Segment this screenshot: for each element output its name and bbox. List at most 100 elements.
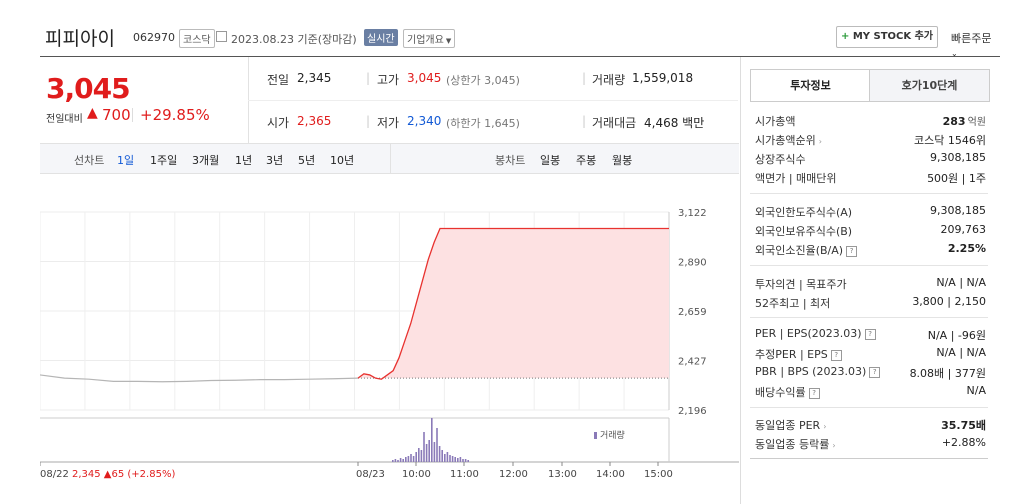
summary-divider-h bbox=[248, 100, 738, 101]
volume-bar bbox=[436, 428, 438, 462]
period-tab-daily[interactable]: 일봉 bbox=[540, 154, 561, 167]
volume-bar bbox=[444, 454, 446, 462]
period-tab-5y[interactable]: 5년 bbox=[298, 154, 316, 167]
current-price: 3,045 bbox=[46, 72, 131, 105]
chevron-down-icon: ⌄ bbox=[951, 49, 958, 58]
x-tick-label: 15:00 bbox=[644, 469, 673, 480]
foreign-limit-row: 외국인한도주식수(A) 9,308,185 bbox=[755, 204, 986, 219]
help-icon[interactable]: ? bbox=[808, 387, 820, 399]
volume-bar bbox=[415, 452, 417, 462]
pbr-bps-row: PBR | BPS (2023.03)? 8.08배 | 377원 bbox=[755, 365, 986, 380]
volume-bar bbox=[405, 457, 407, 462]
amount-divider: | bbox=[582, 114, 587, 128]
low-value: 2,340 bbox=[407, 114, 442, 128]
open-label: 시가 bbox=[267, 116, 290, 130]
volume-bar bbox=[425, 444, 428, 462]
help-icon[interactable]: ? bbox=[846, 245, 858, 257]
stock-name: 피피아이 bbox=[45, 28, 115, 50]
volume-legend-label: 거래량 bbox=[600, 429, 625, 441]
section-divider bbox=[750, 193, 988, 194]
change-divider bbox=[132, 108, 133, 122]
y-tick-label: 2,890 bbox=[678, 258, 707, 269]
volume-bar bbox=[457, 458, 459, 462]
open-value: 2,365 bbox=[297, 114, 332, 128]
low-limit: (하한가 1,645) bbox=[446, 117, 520, 130]
volume-bar bbox=[462, 459, 464, 462]
period-tab-1d[interactable]: 1일 bbox=[117, 154, 135, 167]
help-icon[interactable]: ? bbox=[830, 349, 842, 361]
page-header: 피피아이 062970 코스닥 2023.08.23 기준(장마감) 실시간 기… bbox=[40, 22, 1000, 58]
chevron-right-icon: › bbox=[823, 422, 827, 431]
sector-change-row[interactable]: 동일업종 등락률 › +2.88% bbox=[755, 436, 986, 451]
market-cap-value: 283 bbox=[942, 115, 966, 128]
chevron-down-icon: ▼ bbox=[445, 37, 452, 45]
volume-divider: | bbox=[582, 71, 587, 85]
opinion-row: 투자의견 | 목표주가 N/A | N/A bbox=[755, 276, 986, 291]
period-tab-monthly[interactable]: 월봉 bbox=[612, 154, 633, 167]
period-tab-1y[interactable]: 1년 bbox=[235, 154, 253, 167]
tab-invest-info[interactable]: 투자정보 bbox=[750, 69, 871, 101]
x-tick-label: 10:00 bbox=[402, 469, 431, 480]
change-amount: 700 bbox=[102, 106, 131, 124]
candle-chart-label: 봉차트 bbox=[495, 154, 526, 167]
volume-bar bbox=[454, 457, 456, 462]
help-icon[interactable]: ? bbox=[869, 366, 881, 378]
volume-bar bbox=[412, 456, 415, 462]
per-eps-row: PER | EPS(2023.03)? N/A | -96원 bbox=[755, 327, 986, 342]
volume-bar bbox=[399, 458, 402, 462]
foreign-ratio-row: 외국인소진율(B/A)? 2.25% bbox=[755, 242, 986, 257]
period-tab-weekly[interactable]: 주봉 bbox=[576, 154, 597, 167]
line-chart-label: 선차트 bbox=[74, 154, 105, 167]
volume-bar bbox=[464, 459, 467, 462]
period-tab-3y[interactable]: 3년 bbox=[266, 154, 284, 167]
volume-bar bbox=[402, 459, 404, 462]
period-tab-10y[interactable]: 10년 bbox=[330, 154, 355, 167]
sector-per-row[interactable]: 동일업종 PER › 35.75배 bbox=[755, 419, 986, 432]
section-divider bbox=[750, 265, 988, 266]
period-tab-3m[interactable]: 3개월 bbox=[192, 154, 220, 167]
volume-bar bbox=[449, 455, 451, 462]
tab-hoga[interactable]: 호가10단계 bbox=[869, 69, 990, 102]
high-divider: | bbox=[366, 71, 371, 85]
est-per-row: 추정PER | EPS? N/A | N/A bbox=[755, 346, 986, 361]
company-info-dropdown[interactable]: 기업개요 ▼ bbox=[403, 29, 456, 48]
period-tab-1w[interactable]: 1주일 bbox=[150, 154, 178, 167]
volume-bar bbox=[428, 440, 430, 462]
help-icon[interactable]: ? bbox=[864, 328, 876, 340]
chart-tab-bar: 선차트 1일 1주일 3개월 1년 3년 5년 10년 봉차트 일봉 주봉 월봉 bbox=[40, 143, 739, 174]
series-area-today bbox=[358, 228, 669, 380]
prev-value: 2,345 bbox=[297, 71, 332, 85]
volume-bar bbox=[431, 418, 433, 462]
volume-bar bbox=[438, 446, 441, 462]
volume-bar bbox=[410, 454, 412, 462]
quick-order-button[interactable]: 빠른주문 ⌄ bbox=[951, 32, 992, 58]
my-stock-button[interactable]: + MY STOCK 추가 bbox=[836, 26, 938, 48]
x-tick-label: 11:00 bbox=[450, 469, 479, 480]
volume-bar bbox=[423, 432, 425, 462]
volume-legend-swatch bbox=[594, 432, 597, 439]
volume-bar bbox=[407, 456, 410, 462]
realtime-badge[interactable]: 실시간 bbox=[364, 29, 398, 46]
volume-bar bbox=[446, 452, 449, 462]
dividend-row: 배당수익률? N/A bbox=[755, 384, 986, 399]
amount-label: 거래대금 bbox=[592, 116, 637, 130]
plus-icon: + bbox=[840, 31, 850, 42]
market-cap-row: 시가총액 283 억원 bbox=[755, 115, 986, 128]
chevron-right-icon: › bbox=[832, 441, 836, 450]
volume-bar bbox=[441, 450, 443, 462]
y-tick-label: 3,122 bbox=[678, 208, 707, 219]
cap-rank-row[interactable]: 시가총액순위 › 코스닥 1546위 bbox=[755, 134, 986, 147]
series-line-today bbox=[357, 227, 669, 380]
stock-code: 062970 bbox=[133, 31, 175, 44]
y-tick-label: 2,196 bbox=[678, 406, 707, 417]
price-chart: 3,122 2,890 2,659 2,427 2,196 거래량 08/23 10:00 11… bbox=[40, 208, 739, 480]
series-line-prev-day bbox=[40, 374, 359, 383]
change-percent: +29.85% bbox=[140, 106, 210, 124]
low-label: 저가 bbox=[377, 116, 400, 130]
volume-value: 1,559,018 bbox=[632, 71, 694, 85]
foreign-hold-row: 외국인보유주식수(B) 209,763 bbox=[755, 223, 986, 238]
volume-bar bbox=[392, 460, 394, 462]
header-divider bbox=[40, 56, 1000, 57]
high-label: 고가 bbox=[377, 73, 400, 87]
chevron-right-icon: › bbox=[818, 137, 822, 146]
